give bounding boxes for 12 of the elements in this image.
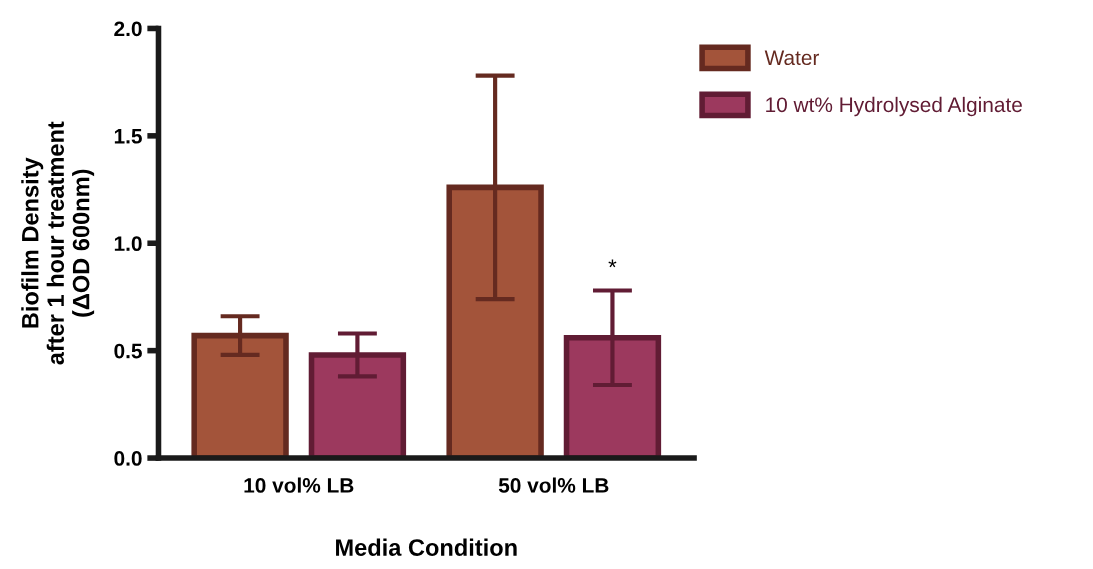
x-axis-title: Media Condition bbox=[336, 538, 517, 556]
annotation: * bbox=[608, 259, 617, 268]
legend-label: 10 wt% Hydrolysed Alginate bbox=[766, 96, 1022, 117]
y-tick-label: 1.0 bbox=[114, 236, 142, 251]
y-tick-label: 2.0 bbox=[114, 21, 142, 37]
legend-label: Water bbox=[764, 50, 820, 66]
x-tick-label: 50 vol% LB bbox=[498, 477, 609, 493]
y-tick-label: 0.0 bbox=[114, 451, 142, 466]
y-tick-label: 1.5 bbox=[114, 129, 142, 144]
x-tick-label: 10 vol% LB bbox=[244, 477, 354, 493]
y-axis-title: Biofilm Density after 1 hour treatment (ΔOD 600nm) bbox=[21, 121, 95, 365]
y-tick-label: 0.5 bbox=[114, 343, 142, 359]
